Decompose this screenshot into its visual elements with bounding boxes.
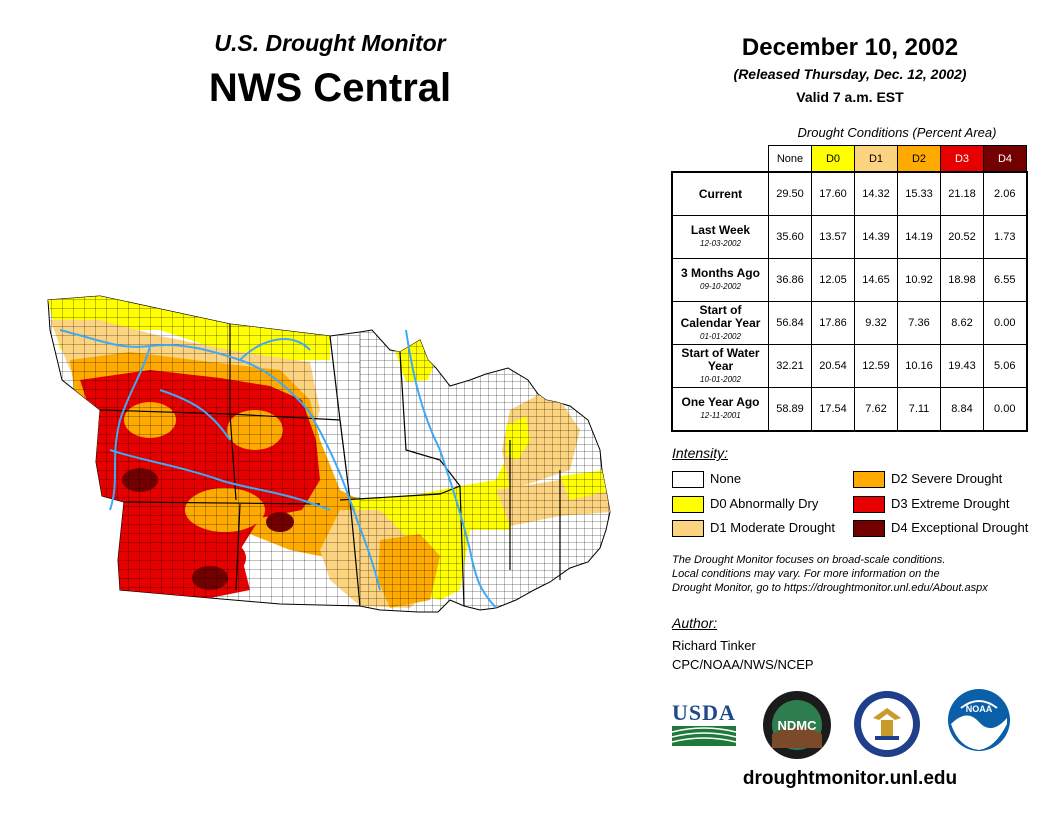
col-header-d2: D2 [897,145,941,173]
cell-d1: 12.59 [854,344,898,388]
legend-swatch [853,496,885,513]
table-caption: Drought Conditions (Percent Area) [797,125,997,140]
row-label: Start of Calendar Year 01-01-2002 [671,301,769,345]
ndmc-logo: NDMC [763,691,831,759]
cell-none: 36.86 [768,258,812,302]
cell-d3: 8.84 [940,387,984,432]
website-url: droughtmonitor.unl.edu [742,768,958,789]
cell-d1: 9.32 [854,301,898,345]
cell-d0: 17.60 [811,171,855,216]
noaa-logo-text: NOAA [966,704,993,714]
table-corner [672,146,769,173]
cell-d4: 1.73 [983,215,1028,259]
cell-d3: 8.62 [940,301,984,345]
region-title: NWS Central [208,66,452,110]
cell-d3: 19.43 [940,344,984,388]
cell-d3: 21.18 [940,171,984,216]
cell-d0: 17.86 [811,301,855,345]
cell-d3: 18.98 [940,258,984,302]
cell-d2: 14.19 [897,215,941,259]
author-heading: Author: [672,615,718,631]
table-row: One Year Ago 12-11-2001 58.89 17.54 7.62 … [671,387,1028,432]
col-header-d0: D0 [811,145,855,173]
cell-d2: 10.92 [897,258,941,302]
row-label: One Year Ago 12-11-2001 [671,387,769,432]
author-name: Richard Tinker [672,638,756,653]
table-row: Start of Calendar Year 01-01-2002 56.84 1… [671,301,1028,345]
drought-stats-table: None D0 D1 D2 D3 D4 Current 29.50 17.60 … [671,145,1028,432]
disclaimer-note: The Drought Monitor focuses on broad-sca… [672,553,1042,595]
cell-none: 56.84 [768,301,812,345]
cell-d4: 5.06 [983,344,1028,388]
table-header-row: None D0 D1 D2 D3 D4 [672,145,1027,173]
commerce-seal-icon [854,691,920,757]
cell-d2: 15.33 [897,171,941,216]
cell-d4: 2.06 [983,171,1028,216]
cell-d1: 14.65 [854,258,898,302]
table-row: Last Week 12-03-2002 35.60 13.57 14.39 14… [671,215,1028,259]
cell-d0: 20.54 [811,344,855,388]
legend-label: D4 Exceptional Drought [891,520,1029,535]
col-header-d4: D4 [983,145,1027,173]
legend-swatch [853,471,885,488]
cell-d4: 0.00 [983,387,1028,432]
cell-d0: 13.57 [811,215,855,259]
table-row: Start of Water Year 10-01-2002 32.21 20.5… [671,344,1028,388]
col-header-none: None [768,145,812,173]
cell-d4: 0.00 [983,301,1028,345]
table-row: Current 29.50 17.60 14.32 15.33 21.18 2.… [671,171,1028,216]
legend-label: D2 Severe Drought [891,471,1003,486]
legend-swatch [853,520,885,537]
col-header-d1: D1 [854,145,898,173]
cell-d0: 17.54 [811,387,855,432]
cell-d1: 7.62 [854,387,898,432]
map-title: U.S. Drought Monitor [214,30,446,56]
drought-map [47,295,611,613]
county-grid-west [48,296,360,612]
cell-none: 32.21 [768,344,812,388]
cell-d3: 20.52 [940,215,984,259]
legend-title: Intensity: [672,445,729,461]
county-grid-east [360,296,610,612]
rivers [59,329,497,609]
cell-d1: 14.39 [854,215,898,259]
row-label: Start of Water Year 10-01-2002 [671,344,769,388]
cell-d2: 7.11 [897,387,941,432]
release-date: (Released Thursday, Dec. 12, 2002) [733,66,967,82]
cell-d4: 6.55 [983,258,1028,302]
cell-d0: 12.05 [811,258,855,302]
cell-d2: 7.36 [897,301,941,345]
legend-label: D0 Abnormally Dry [710,496,819,511]
author-org: CPC/NOAA/NWS/NCEP [672,657,814,672]
cell-none: 58.89 [768,387,812,432]
legend-label: D1 Moderate Drought [710,520,836,535]
usda-logo: USDA [671,700,737,750]
legend-label: D3 Extreme Drought [891,496,1010,511]
cell-d2: 10.16 [897,344,941,388]
usda-logo-text: USDA [672,700,736,725]
legend-swatch [672,520,704,537]
legend-swatch [672,496,704,513]
note-line: Drought Monitor, go to https://droughtmo… [672,582,988,594]
noaa-logo: NOAA [948,689,1010,751]
ndmc-logo-text: NDMC [778,718,818,733]
cell-d1: 14.32 [854,171,898,216]
note-line: Local conditions may vary. For more info… [672,568,940,580]
usda-hills-icon [671,726,737,746]
col-header-d3: D3 [940,145,984,173]
cell-none: 35.60 [768,215,812,259]
row-label: Current [671,171,769,216]
legend-label: None [710,471,742,486]
table-row: 3 Months Ago 09-10-2002 36.86 12.05 14.65… [671,258,1028,302]
cell-none: 29.50 [768,171,812,216]
row-label: Last Week 12-03-2002 [671,215,769,259]
map-date: December 10, 2002 [741,34,959,61]
note-line: The Drought Monitor focuses on broad-sca… [672,554,946,566]
row-label: 3 Months Ago 09-10-2002 [671,258,769,302]
valid-time: Valid 7 a.m. EST [796,89,904,105]
legend-swatch [672,471,704,488]
